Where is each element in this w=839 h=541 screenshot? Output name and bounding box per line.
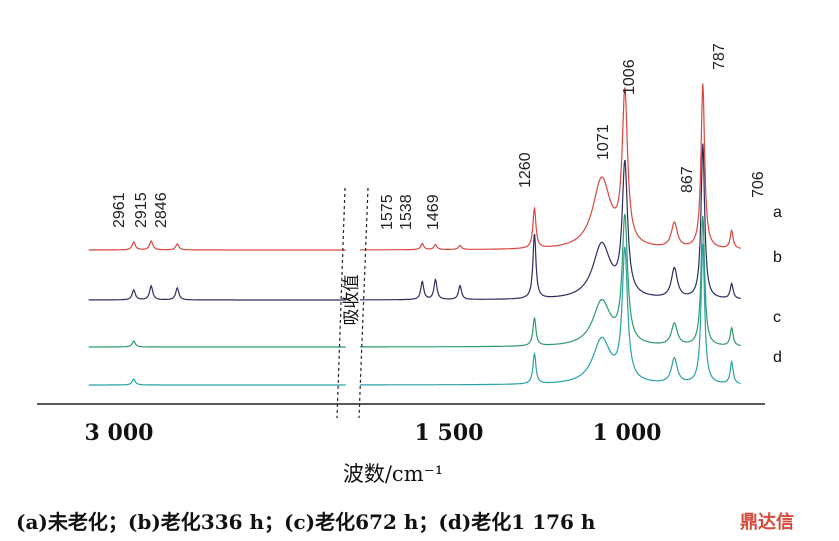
spectra-curves (88, 83, 741, 386)
absorbance-label: 吸收值 (342, 275, 362, 326)
peak-label-1260: 1260 (517, 152, 534, 188)
spectrum-d-left (88, 378, 346, 386)
peak-label-2846: 2846 (153, 192, 170, 228)
spectrum-c-right (360, 213, 741, 348)
spectrum-b-left (88, 284, 346, 301)
x-tick-label-1500: 1 500 (415, 420, 484, 446)
figure-caption: (a)未老化；(b)老化336 h；(c)老化672 h；(d)老化1 176 … (16, 510, 596, 534)
axis-break-right (358, 187, 369, 419)
peak-label-706: 706 (750, 171, 767, 198)
spectrum-a-right (360, 83, 741, 251)
axis-break-left (336, 187, 346, 419)
peak-label-1006: 1006 (621, 59, 638, 95)
spectrum-c-left (88, 340, 346, 348)
peak-label-2915: 2915 (133, 192, 150, 228)
axis-break (336, 187, 369, 419)
x-tick-label-3000: 3 000 (85, 420, 154, 446)
x-axis-title: 波数/cm⁻¹ (343, 462, 443, 486)
curve-label-a: a (773, 204, 782, 221)
spectrum-a-left (88, 239, 346, 251)
curve-label-b: b (773, 249, 782, 266)
spectrum-b-right (360, 143, 741, 301)
peak-labels: 2961 2915 2846 1575 1538 1469 1260 1071 1006 867 7… (111, 43, 767, 230)
watermark-logo: 鼎达信 (738, 508, 796, 534)
peak-label-1469: 1469 (425, 194, 442, 230)
peak-label-787: 787 (711, 43, 728, 70)
curve-label-d: d (773, 349, 782, 366)
spectrum-d-right (360, 243, 741, 386)
peak-label-1071: 1071 (595, 124, 612, 160)
x-tick-label-1000: 1 000 (593, 420, 662, 446)
x-tick-labels: 3 000 1 500 1 000 (85, 420, 662, 446)
peak-label-867: 867 (679, 166, 696, 193)
peak-label-2961: 2961 (111, 192, 128, 228)
peak-label-1575: 1575 (379, 194, 396, 230)
curve-label-c: c (773, 309, 781, 326)
peak-label-1538: 1538 (398, 194, 415, 230)
curve-labels: a b c d (773, 204, 782, 366)
